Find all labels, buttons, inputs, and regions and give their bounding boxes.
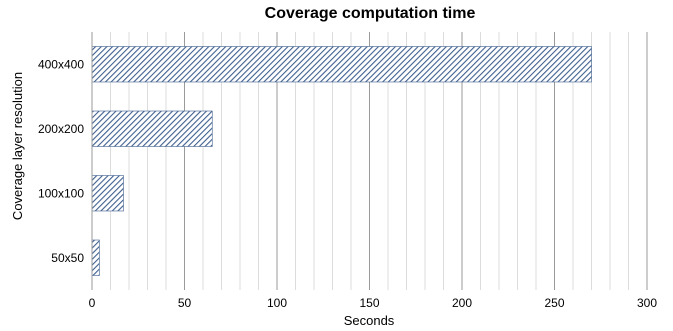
y-tick-label: 100x100 — [38, 186, 84, 200]
y-tick-label: 400x400 — [38, 57, 84, 71]
bar-50x50 — [91, 239, 100, 276]
y-tick-label: 50x50 — [51, 251, 84, 265]
x-tick-label: 250 — [544, 296, 564, 310]
x-tick-label: 200 — [452, 296, 472, 310]
x-tick-label: 50 — [178, 296, 192, 310]
bar-100x100 — [91, 175, 124, 212]
x-tick-label: 100 — [267, 296, 287, 310]
x-axis-label: Seconds — [344, 313, 395, 328]
x-tick-label: 300 — [637, 296, 657, 310]
x-tick-label: 0 — [89, 296, 96, 310]
bar-400x400 — [91, 46, 592, 83]
bars — [91, 46, 592, 276]
y-tick-labels: 400x400 200x200 100x100 50x50 — [38, 57, 84, 265]
x-tick-labels: 0 50 100 150 200 250 300 — [89, 296, 658, 310]
x-tick-label: 150 — [359, 296, 379, 310]
chart-title: Coverage computation time — [265, 5, 476, 22]
y-tick-label: 200x200 — [38, 122, 84, 136]
bar-200x200 — [91, 110, 213, 147]
y-axis-label: Coverage layer resolution — [10, 72, 25, 220]
